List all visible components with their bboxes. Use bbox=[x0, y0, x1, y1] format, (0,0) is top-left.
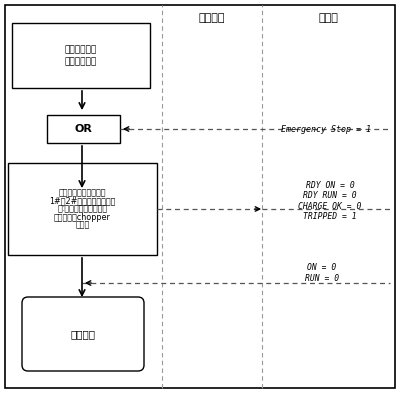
Text: 充电装置: 充电装置 bbox=[199, 13, 225, 23]
Text: 放电。: 放电。 bbox=[75, 220, 90, 230]
Text: 1#、2#充电装置封锁输出: 1#、2#充电装置封锁输出 bbox=[49, 196, 116, 206]
Bar bbox=[47, 115, 120, 143]
Text: RDY ON = 0
RDY RUN = 0
CHARGE OK = 0
TRIPPED = 1: RDY ON = 0 RDY RUN = 0 CHARGE OK = 0 TRI… bbox=[298, 181, 362, 221]
FancyBboxPatch shape bbox=[22, 297, 144, 371]
Text: 请求紧急停机: 请求紧急停机 bbox=[65, 57, 97, 66]
Text: 、分主断、chopper: 、分主断、chopper bbox=[54, 213, 111, 222]
Bar bbox=[12, 23, 150, 88]
Text: 出:分上（下）行接触器: 出:分上（下）行接触器 bbox=[58, 204, 108, 213]
Text: 整流充电装置: 整流充电装置 bbox=[65, 45, 97, 54]
Text: 控制台: 控制台 bbox=[318, 13, 338, 23]
Text: OR: OR bbox=[74, 124, 92, 134]
Text: Emergency Stop = 1: Emergency Stop = 1 bbox=[281, 125, 371, 134]
Text: 等待复位: 等待复位 bbox=[70, 329, 96, 339]
Text: ON = 0
RUN = 0: ON = 0 RUN = 0 bbox=[305, 263, 339, 283]
Bar bbox=[8, 163, 157, 255]
Text: 网俧整流器封锁输出、: 网俧整流器封锁输出、 bbox=[59, 189, 106, 198]
